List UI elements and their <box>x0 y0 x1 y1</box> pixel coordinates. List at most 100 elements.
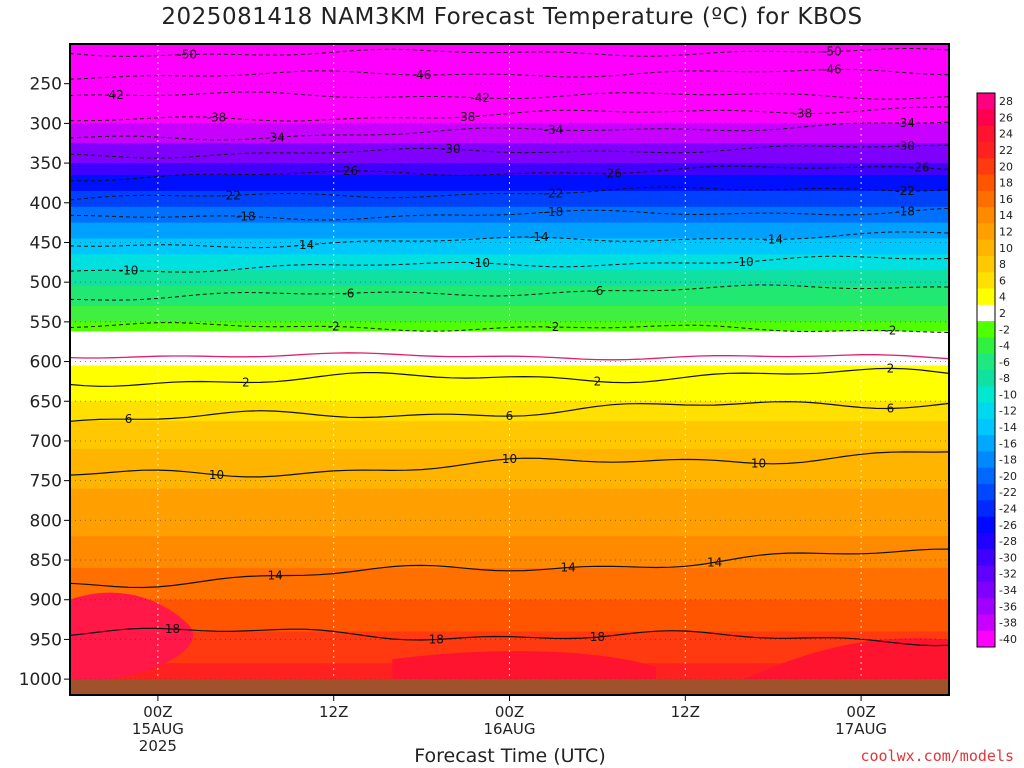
colorbar-label: 2 <box>999 307 1006 320</box>
isotherm-label: -22 <box>544 187 564 201</box>
colorbar-label: -30 <box>999 551 1017 564</box>
colorbar-swatch <box>977 581 995 599</box>
colorbar-swatch <box>977 223 995 241</box>
isotherm-label: -38 <box>456 110 476 124</box>
y-tick-label: 550 <box>30 313 62 333</box>
isotherm-label: 2 <box>594 374 602 388</box>
colorbar-label: -40 <box>999 633 1017 646</box>
isotherm-label: 6 <box>506 409 514 423</box>
temperature-band <box>70 254 949 271</box>
isotherm-label: -34 <box>895 116 915 130</box>
y-tick-label: 350 <box>30 154 62 174</box>
colorbar-swatch <box>977 255 995 273</box>
y-tick-label: 700 <box>30 432 62 452</box>
y-tick-label: 450 <box>30 233 62 253</box>
temperature-band <box>70 353 949 367</box>
colorbar-label: -24 <box>999 503 1017 516</box>
isotherm-label: 18 <box>590 630 605 644</box>
colorbar-swatch <box>977 435 995 452</box>
isotherm-label: -22 <box>221 188 241 202</box>
y-tick-label: 900 <box>30 591 62 611</box>
temperature-band <box>70 536 949 569</box>
isotherm-label: -26 <box>910 161 930 175</box>
isotherm-label: -6 <box>342 286 354 300</box>
y-tick-label: 750 <box>30 472 62 492</box>
isotherm-label: -14 <box>529 230 549 244</box>
colorbar-label: 18 <box>999 177 1013 190</box>
x-tick-label: 12Z <box>671 703 700 721</box>
colorbar-label: -34 <box>999 584 1017 597</box>
isotherm-line-positive <box>69 451 950 478</box>
y-tick-label: 300 <box>30 114 62 134</box>
colorbar-swatch <box>977 516 995 534</box>
isotherm-label: -50 <box>177 47 197 61</box>
colorbar-label: -38 <box>999 617 1017 630</box>
isotherm-label: -18 <box>544 205 564 219</box>
colorbar-swatch <box>977 598 995 615</box>
colorbar-swatch <box>977 418 995 436</box>
colorbar-swatch <box>977 125 995 143</box>
isotherm-label: 6 <box>887 402 895 416</box>
isotherm-label: 2 <box>887 361 895 375</box>
temperature-band <box>70 331 949 355</box>
colorbar-label: -32 <box>999 568 1017 581</box>
colorbar-label: -10 <box>999 388 1017 401</box>
isotherm-label: 2 <box>242 375 250 389</box>
temperature-band <box>70 123 949 144</box>
isotherm-label: -6 <box>591 284 603 298</box>
temperature-band <box>70 365 949 383</box>
x-tick-label: 00Z <box>143 703 172 721</box>
colorbar-label: 16 <box>999 193 1013 206</box>
colorbar-label: -4 <box>999 340 1010 353</box>
colorbar-swatch <box>977 532 995 550</box>
colorbar-label: 4 <box>999 291 1006 304</box>
isotherm-label: -18 <box>236 209 256 223</box>
isotherm-label: -2 <box>884 324 896 338</box>
colorbar-label: 26 <box>999 111 1013 124</box>
isotherm-label: -10 <box>119 264 139 278</box>
colorbar-label: -20 <box>999 470 1017 483</box>
x-tick-label: 17AUG <box>835 720 887 738</box>
isotherm-label: -26 <box>339 164 359 178</box>
colorbar-label: -28 <box>999 535 1017 548</box>
colorbar-label: -18 <box>999 454 1017 467</box>
isotherm-label: 6 <box>125 412 133 426</box>
colorbar-swatch <box>977 190 995 208</box>
colorbar-swatch <box>977 614 995 632</box>
x-tick-label: 16AUG <box>484 720 536 738</box>
colorbar-swatch <box>977 630 995 648</box>
y-tick-label: 600 <box>30 353 62 373</box>
temperature-band <box>70 103 949 124</box>
colorbar-label: 20 <box>999 160 1013 173</box>
isotherm-label: 14 <box>560 561 575 575</box>
colorbar-label: -12 <box>999 405 1017 418</box>
colorbar-swatch <box>977 321 995 338</box>
isotherm-label: -34 <box>265 130 285 144</box>
colorbar-swatch <box>977 239 995 257</box>
colorbar-label: 6 <box>999 274 1006 287</box>
isotherm-label: -2 <box>547 320 559 334</box>
x-tick-label: 15AUG <box>132 720 184 738</box>
y-tick-label: 500 <box>30 273 62 293</box>
colorbar-swatch <box>977 353 995 371</box>
colorbar-label: 8 <box>999 258 1006 271</box>
isotherm-line-positive <box>69 627 950 647</box>
isotherm-label: 10 <box>502 452 517 466</box>
temperature-band <box>70 190 949 208</box>
x-tick-label: 12Z <box>319 703 348 721</box>
isotherm-label: -22 <box>895 184 915 198</box>
colorbar-swatch <box>977 402 995 420</box>
y-tick-label: 950 <box>30 630 62 650</box>
x-tick-label: 2025 <box>139 737 177 755</box>
credit-link[interactable]: coolwx.com/models <box>860 747 1014 765</box>
isotherm-label: -2 <box>328 319 340 333</box>
y-tick-label: 850 <box>30 551 62 571</box>
colorbar-swatch <box>977 109 995 127</box>
colorbar-label: -36 <box>999 600 1017 613</box>
colorbar-swatch <box>977 467 995 485</box>
colorbar-label: -2 <box>999 323 1010 336</box>
y-tick-label: 650 <box>30 392 62 412</box>
chart-title: 2025081418 NAM3KM Forecast Temperature (… <box>161 4 863 30</box>
isotherm-label: -50 <box>822 45 842 59</box>
